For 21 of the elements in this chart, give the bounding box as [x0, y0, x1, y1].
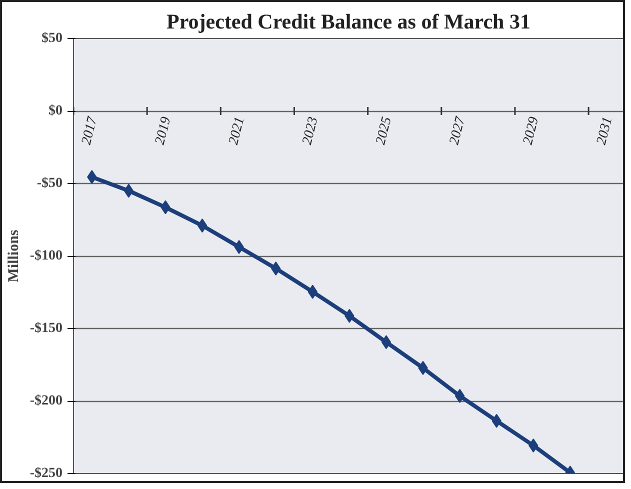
x-tick-label: 2027: [447, 114, 469, 146]
y-tick-label: -$50: [36, 176, 63, 191]
chart-title: Projected Credit Balance as of March 31: [166, 10, 530, 34]
y-tick-label: -$100: [30, 248, 63, 264]
point: [454, 388, 465, 403]
y-tick-label: $0: [48, 104, 62, 118]
x-tick-label: 2017: [79, 114, 101, 146]
x-tick-label: 2031: [594, 116, 616, 146]
x-tick-label: 2029: [520, 116, 542, 146]
y-tick-label: -$150: [30, 321, 63, 336]
point: [124, 184, 134, 198]
x-tick-label: 2025: [374, 116, 395, 146]
x-tick-label: 2023: [300, 116, 322, 146]
y-tick-label: -$250: [30, 466, 63, 481]
y-tick-label: -$200: [30, 394, 63, 408]
y-axis-title: Millions: [6, 230, 22, 282]
x-tick-label: 2019: [152, 116, 174, 146]
point: [197, 218, 208, 233]
x-tick-label: 2021: [226, 116, 248, 146]
y-tick-label: $50: [42, 31, 62, 46]
point: [381, 335, 392, 350]
